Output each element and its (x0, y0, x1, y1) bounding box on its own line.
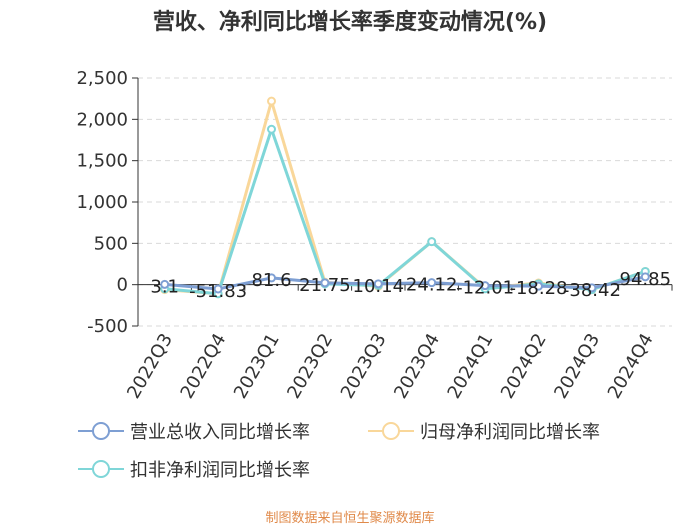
x-tick-label: 2023Q2 (283, 330, 337, 402)
data-point (373, 279, 383, 289)
x-tick-label: 2024Q1 (444, 330, 498, 402)
data-point (267, 124, 276, 134)
axes: -500 0 500 1,000 1,500 2,000 2,500 2022Q3 2022Q4… (76, 68, 673, 402)
y-tick-label: 500 (94, 233, 128, 254)
x-tick-label: 2023Q4 (390, 330, 444, 402)
data-label: 10.14 (353, 276, 405, 297)
source-note: 制图数据来自恒生聚源数据库 (265, 511, 435, 526)
legend-marker-icon (78, 422, 124, 440)
data-point (427, 237, 437, 247)
data-point (213, 284, 223, 294)
legend-label: 归母净利润同比增长率 (420, 422, 600, 443)
data-point (160, 279, 170, 289)
data-label: 21.75 (299, 275, 351, 296)
data-label: 24.12 (406, 275, 458, 296)
legend-label: 营业总收入同比增长率 (130, 422, 310, 443)
data-point (267, 96, 276, 106)
legend-item-deducted-profit[interactable]: 扣非净利润同比增长率 (78, 456, 310, 482)
data-point (640, 272, 650, 282)
x-tick-label: 2023Q1 (230, 330, 284, 402)
x-tick-label: 2022Q4 (177, 330, 231, 402)
y-tick-label: -500 (87, 316, 128, 337)
data-label: -18.28 (509, 278, 567, 299)
x-tick-label: 2023Q3 (337, 330, 391, 402)
series-line-2 (164, 127, 646, 296)
y-tick-label: 2,500 (76, 68, 128, 89)
y-tick-label: 0 (117, 275, 128, 296)
data-label: 94.85 (620, 269, 672, 290)
data-label: -12.01 (456, 278, 514, 299)
series-line-0 (164, 275, 646, 291)
data-point (480, 281, 490, 291)
y-tick-label: 1,500 (76, 151, 128, 172)
x-tick-label: 2024Q4 (604, 330, 658, 402)
data-point (320, 278, 330, 288)
data-label: 81.6 (251, 270, 291, 291)
data-label: 3.1 (150, 276, 179, 297)
data-point (534, 281, 543, 291)
legend-marker-icon (78, 460, 124, 478)
x-tick-label: 2024Q3 (550, 330, 604, 402)
legend-marker-icon (368, 422, 414, 440)
data-point (267, 273, 276, 283)
y-tick-label: 1,000 (76, 192, 128, 213)
data-label: -38.42 (563, 280, 621, 301)
y-tick-label: 2,000 (76, 109, 128, 130)
data-point (587, 283, 597, 293)
x-tick-label: 2022Q3 (123, 330, 177, 402)
data-label: -51.83 (189, 281, 247, 302)
legend-label: 扣非净利润同比增长率 (130, 460, 310, 481)
data-point (427, 278, 437, 288)
series-lines (160, 96, 650, 299)
chart-title: 营收、净利同比增长率季度变动情况(%) (152, 10, 548, 35)
legend-item-net-profit[interactable]: 归母净利润同比增长率 (368, 418, 600, 444)
x-tick-label: 2024Q2 (497, 330, 551, 402)
legend-item-revenue[interactable]: 营业总收入同比增长率 (78, 418, 310, 444)
